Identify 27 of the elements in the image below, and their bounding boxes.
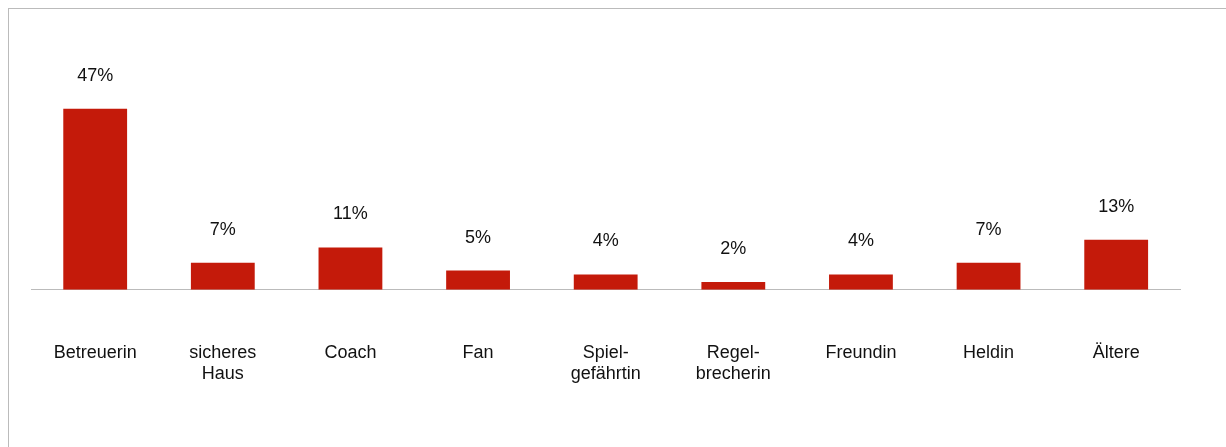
bar (190, 262, 255, 290)
data-label: 4% (847, 230, 874, 251)
x-tick-label: Betreuerin (53, 341, 137, 362)
data-label: 11% (333, 203, 368, 224)
bar (573, 274, 638, 290)
bar (829, 274, 893, 290)
x-tick-label: Ältere (1092, 341, 1140, 362)
data-label: 47% (77, 64, 114, 85)
bar (1084, 239, 1149, 290)
data-label: 4% (592, 230, 619, 251)
x-tick-label: Heldin (963, 341, 1015, 362)
bar (446, 270, 510, 290)
bar (63, 108, 128, 290)
x-tick-label: Fan (462, 341, 494, 362)
data-label: 7% (975, 218, 1002, 239)
bar (701, 282, 766, 290)
data-label: 5% (465, 226, 492, 247)
bar (318, 247, 383, 290)
data-label: 2% (720, 238, 747, 259)
x-tick-label: Regel-brecherin (695, 341, 771, 384)
data-label: 7% (209, 218, 236, 239)
x-tick-label: sicheres Haus (189, 341, 257, 384)
x-tick-label: Coach (324, 341, 377, 362)
x-tick-label: Spiel-gefährtin (570, 341, 641, 384)
bar (956, 262, 1021, 290)
data-label: 13% (1098, 195, 1135, 216)
x-tick-label: Freundin (825, 341, 897, 362)
